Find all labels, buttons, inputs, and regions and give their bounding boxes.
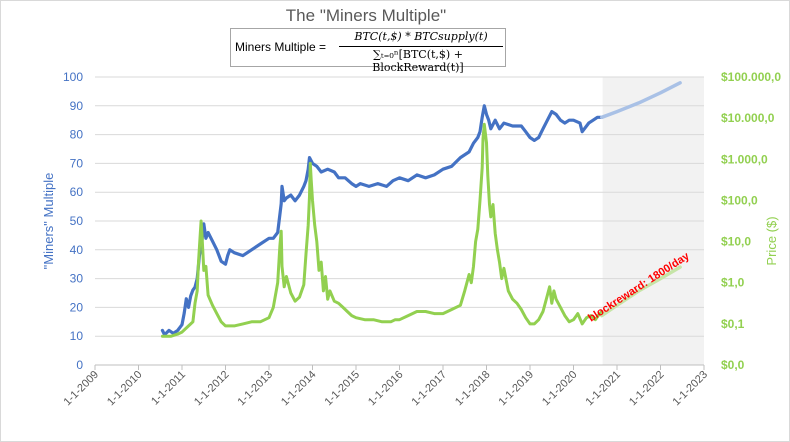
left-tick-label: 30 bbox=[70, 272, 84, 286]
right-tick-label: $10.000,0 bbox=[721, 111, 775, 125]
right-tick-label: $0,1 bbox=[721, 317, 745, 331]
formula-denominator: ∑ₜ₌₀ⁿ[BTC(t,$) + BlockReward(t)] bbox=[372, 48, 464, 74]
right-axis-title: Price ($) bbox=[764, 216, 779, 265]
x-tick-label: 1-1-2023 bbox=[670, 369, 710, 409]
series-miners-multiple-projection bbox=[600, 81, 682, 120]
right-tick-label: $100,0 bbox=[721, 193, 758, 207]
x-tick-label: 1-1-2020 bbox=[540, 369, 580, 409]
x-tick-label: 1-1-2016 bbox=[366, 369, 406, 409]
series-price bbox=[160, 122, 604, 338]
x-tick-label: 1-1-2017 bbox=[409, 369, 449, 409]
left-tick-label: 0 bbox=[76, 358, 83, 372]
x-tick-label: 1-1-2012 bbox=[192, 369, 232, 409]
formula-lhs: Miners Multiple = bbox=[235, 40, 327, 54]
x-tick-label: 1-1-2014 bbox=[279, 369, 319, 409]
x-tick-label: 1-1-2019 bbox=[496, 369, 536, 409]
left-tick-label: 100 bbox=[63, 70, 83, 84]
series-miners-multiple bbox=[160, 104, 604, 337]
left-tick-label: 80 bbox=[70, 128, 84, 142]
left-tick-label: 40 bbox=[70, 243, 84, 257]
left-tick-label: 50 bbox=[70, 214, 84, 228]
left-tick-label: 10 bbox=[70, 329, 84, 343]
left-tick-label: 70 bbox=[70, 156, 84, 170]
chart-title: The "Miners Multiple" bbox=[285, 6, 447, 25]
x-tick-label: 1-1-2011 bbox=[149, 369, 188, 408]
left-tick-label: 90 bbox=[70, 99, 84, 113]
left-tick-label: 60 bbox=[70, 185, 84, 199]
x-tick-label: 1-1-2010 bbox=[105, 369, 145, 409]
right-tick-label: $100.000,0 bbox=[721, 70, 781, 84]
left-tick-label: 20 bbox=[70, 300, 84, 314]
x-tick-label: 1-1-2018 bbox=[453, 369, 493, 409]
formula-box: Miners Multiple = BTC(t,$) * BTCsupply(t… bbox=[230, 28, 506, 74]
x-tick-label: 1-1-2015 bbox=[322, 369, 362, 409]
right-tick-label: $0,0 bbox=[721, 358, 745, 372]
series-price-projection bbox=[600, 265, 682, 318]
x-tick-label: 1-1-2021 bbox=[583, 369, 623, 409]
formula-numerator: BTC(t,$) * BTCsupply(t) bbox=[354, 30, 488, 43]
left-axis-title: "Miners" Multiple bbox=[41, 173, 56, 270]
formula-fraction-bar bbox=[339, 46, 503, 47]
right-tick-label: $10,0 bbox=[721, 235, 751, 249]
right-tick-label: $1.000,0 bbox=[721, 152, 768, 166]
right-tick-label: $1,0 bbox=[721, 276, 745, 290]
x-tick-label: 1-1-2009 bbox=[61, 369, 101, 409]
x-tick-label: 1-1-2013 bbox=[235, 369, 275, 409]
x-tick-label: 1-1-2022 bbox=[627, 369, 667, 409]
